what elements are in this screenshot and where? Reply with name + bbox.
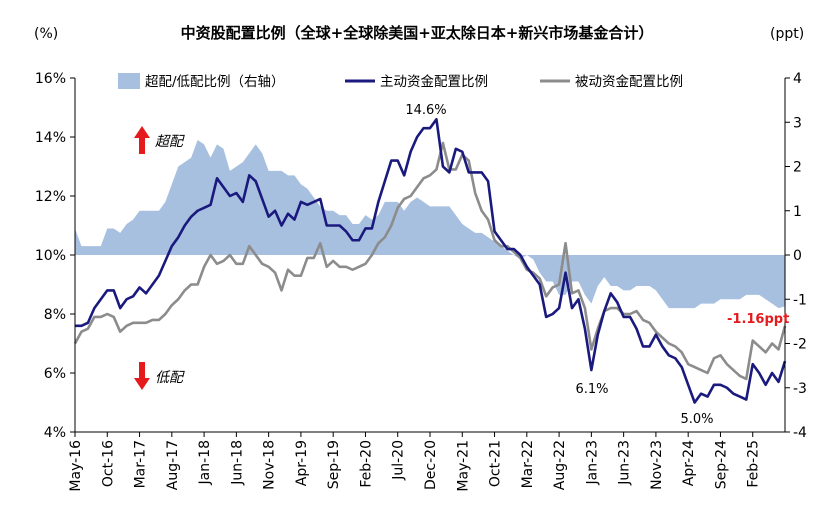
legend-label-area: 超配/低配比例（右轴） xyxy=(145,74,285,90)
left-tick-labels: 16% 14% 12% 10% 8% 6% 4% xyxy=(35,71,75,441)
x-tick-label: Sep-19 xyxy=(326,440,342,489)
active-allocation-line xyxy=(75,118,787,404)
x-tick-label: Jan-18 xyxy=(197,440,213,485)
left-axis-unit: (%) xyxy=(34,26,58,42)
x-tick-label: May-16 xyxy=(68,440,84,492)
x-tick-labels: May-16 Oct-16 Mar-17 Aug-17 Jan-18 Jun-18 Nov-… xyxy=(68,432,762,492)
annotations: 14.6% 6.1% 5.0% -1.16ppt 超配 低配 xyxy=(134,103,789,427)
legend-swatch-area xyxy=(118,73,140,89)
left-tick-label: 4% xyxy=(44,425,66,441)
low-label: 5.0% xyxy=(680,412,713,427)
x-tick-label: Aug-22 xyxy=(552,440,568,490)
left-tick-label: 8% xyxy=(44,307,66,323)
x-tick-label: Oct-16 xyxy=(100,440,116,487)
chart-title: 中资股配置比例（全球+全球除美国+亚太除日本+新兴市场基金合计） xyxy=(181,24,654,42)
right-tick-labels: 4 3 2 1 0 -1 -2 -3 -4 xyxy=(785,71,807,441)
right-tick-label: 4 xyxy=(793,71,802,87)
x-tick-label: Sep-24 xyxy=(713,440,729,489)
x-tick-label: Jun-23 xyxy=(617,440,633,486)
x-tick-label: Dec-20 xyxy=(423,440,439,490)
x-tick-label: Apr-24 xyxy=(681,440,697,486)
left-tick-label: 14% xyxy=(35,130,66,146)
under-label: 低配 xyxy=(155,370,185,386)
x-tick-label: Apr-19 xyxy=(294,440,310,486)
latest-label: -1.16ppt xyxy=(727,312,789,327)
legend-label-active: 主动资金配置比例 xyxy=(380,74,488,90)
x-tick-label: Aug-17 xyxy=(165,440,181,490)
right-tick-label: 0 xyxy=(793,248,802,264)
x-tick-label: Feb-25 xyxy=(746,440,762,488)
legend-label-passive: 被动资金配置比例 xyxy=(575,74,683,90)
peak-label: 14.6% xyxy=(405,103,446,118)
x-tick-label: Oct-21 xyxy=(488,440,504,487)
x-tick-label: May-21 xyxy=(455,440,471,492)
left-tick-label: 6% xyxy=(44,366,66,382)
left-tick-label: 12% xyxy=(35,189,66,205)
x-tick-label: Nov-23 xyxy=(649,440,665,490)
mid-low-label: 6.1% xyxy=(575,382,608,397)
x-tick-label: Nov-18 xyxy=(262,440,278,490)
x-tick-label: Jan-23 xyxy=(584,440,600,485)
passive-allocation-line xyxy=(73,141,787,381)
right-axis-unit: (ppt) xyxy=(770,26,804,42)
right-tick-label: -3 xyxy=(793,381,807,397)
x-tick-label: Jun-18 xyxy=(229,440,245,486)
right-tick-label: -4 xyxy=(793,425,807,441)
right-tick-label: -1 xyxy=(793,292,807,308)
left-tick-label: 16% xyxy=(35,71,66,87)
overweight-area xyxy=(75,139,785,309)
up-arrow-icon xyxy=(134,126,150,154)
right-tick-label: 2 xyxy=(793,160,802,176)
x-tick-label: Jul-20 xyxy=(391,440,407,481)
x-tick-label: Mar-22 xyxy=(520,440,536,488)
overweight-area-layer xyxy=(75,139,785,309)
right-tick-label: 1 xyxy=(793,204,802,220)
right-tick-label: -2 xyxy=(793,337,807,353)
x-tick-label: Mar-17 xyxy=(133,440,149,488)
legend: 超配/低配比例（右轴） 主动资金配置比例 被动资金配置比例 xyxy=(118,73,683,90)
x-tick-label: Feb-20 xyxy=(358,440,374,488)
over-label: 超配 xyxy=(155,134,185,150)
right-tick-label: 3 xyxy=(793,115,802,131)
line-layer xyxy=(73,118,787,404)
left-tick-label: 10% xyxy=(35,248,66,264)
down-arrow-icon xyxy=(134,362,150,390)
